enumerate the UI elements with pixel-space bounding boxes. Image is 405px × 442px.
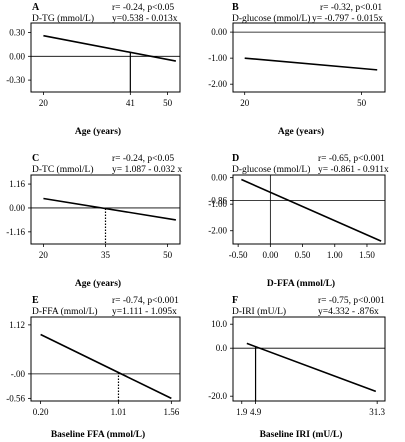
panel-a-equation: y=0.538 - 0.013x: [112, 14, 178, 24]
panel-a: A r= -0.24, p<0.05 D-TG (mmol/L) y=0.538…: [6, 2, 181, 137]
panel-d-stats: r= -0.65, p<0.001: [318, 154, 385, 164]
panel-c-y-tick-label: 1.16: [9, 179, 25, 189]
panel-a-regression-line: [43, 34, 177, 62]
panel-c: C r= -0.24, p<0.05 D-TC (mmol/L) y= 1.08…: [6, 153, 182, 289]
panel-d-x-tick-label: 0.50: [295, 250, 311, 260]
panel-b-plot-frame: [232, 22, 386, 93]
panel-d: D r= -0.65, p<0.001 D-glucose (mmol/L) y…: [208, 153, 389, 289]
panel-e-y-tick-label: -.00: [11, 369, 26, 379]
panel-a-y-tick-label: 0.30: [9, 28, 25, 38]
panel-e-plot-frame: [30, 316, 181, 402]
panel-a-x-tick-label: 20: [39, 98, 49, 108]
panel-d-xlabel: D-FFA (mmol/L): [267, 278, 335, 289]
panel-a-x-tick-label: 50: [163, 98, 173, 108]
panel-d-regression-line: [241, 178, 382, 242]
panel-e-label: E: [32, 295, 39, 306]
panel-d-y-tick-label: -2.00: [208, 226, 227, 236]
panel-c-x-tick-label: 20: [39, 250, 49, 260]
panel-a-ylabel: D-TG (mmol/L): [32, 13, 94, 24]
panel-a-y-tick-label: -0.30: [6, 75, 25, 85]
panel-d-ylabel: D-glucose (mmol/L): [232, 164, 310, 175]
panel-d-y-tick-label: -0.86: [208, 195, 227, 205]
panel-e: E r= -0.74, p<0.001 D-FFA (mmol/L) y=1.1…: [6, 295, 181, 440]
panel-c-x-tick-label: 35: [101, 250, 111, 260]
panel-f-regression-line: [246, 342, 377, 393]
panel-c-equation: y= 1.087 - 0.032 x: [112, 165, 183, 175]
panel-e-x-tick-label: 1.56: [163, 407, 179, 417]
panel-c-y-tick-label: 0.00: [9, 203, 25, 213]
panel-a-y-tick-label: 0.00: [9, 51, 25, 61]
panel-f-y-tick-label: 0.0: [216, 343, 228, 353]
panel-d-y-tick-label: -1.00: [208, 199, 227, 209]
panel-d-equation: y= -0.861 - 0.911x: [318, 165, 389, 175]
panel-c-xlabel: Age (years): [75, 278, 121, 289]
panel-b-ylabel: D-glucose (mmol/L): [232, 13, 310, 24]
panel-e-regression-line: [40, 333, 172, 400]
panel-d-plot-frame: [232, 174, 386, 245]
panel-e-equation: y=1.111 - 1.095x: [112, 307, 177, 317]
panel-f-stats: r= -0.75, p<0.001: [318, 296, 385, 306]
panel-f-xlabel: Baseline IRI (mU/L): [260, 429, 343, 440]
panel-e-y-tick-label: -0.56: [6, 393, 25, 403]
panel-b: B r= -0.32, p<0.01 D-glucose (mmol/L) y=…: [208, 2, 386, 137]
panel-f-y-tick-label: 10.0: [211, 319, 227, 329]
panel-a-x-tick-label: 41: [126, 98, 135, 108]
panel-b-regression-line: [244, 57, 378, 71]
panel-f-x-tick-label: 4.9: [250, 407, 262, 417]
panel-b-label: B: [232, 2, 239, 13]
panel-d-y-tick-label: 0.00: [211, 173, 227, 183]
panel-b-xlabel: Age (years): [278, 126, 324, 137]
panel-a-stats: r= -0.24, p<0.05: [112, 3, 174, 13]
panel-e-x-tick-label: 0.20: [33, 407, 49, 417]
panel-a-xlabel: Age (years): [75, 126, 121, 137]
panel-c-y-tick-label: -1.16: [6, 227, 25, 237]
panel-f-plot-frame: [232, 316, 386, 402]
panel-b-stats: r= -0.32, p<0.01: [320, 3, 382, 13]
panel-e-y-tick-label: 1.12: [9, 320, 25, 330]
panel-e-xlabel: Baseline FFA (mmol/L): [51, 429, 145, 440]
panel-f-label: F: [232, 295, 238, 306]
panel-a-label: A: [32, 2, 40, 13]
panel-c-label: C: [32, 153, 39, 164]
panel-f-x-tick-label: 1.9: [236, 407, 248, 417]
panel-d-x-tick-label: 0.00: [262, 250, 278, 260]
panel-d-x-tick-label: 1.50: [359, 250, 375, 260]
panel-d-x-tick-label: 1.00: [327, 250, 343, 260]
panel-e-ylabel: D-FFA (mmol/L): [32, 306, 98, 317]
panel-c-x-tick-label: 50: [163, 250, 173, 260]
panel-d-x-tick-label: -0.50: [229, 250, 248, 260]
panel-f-x-tick-label: 31.3: [369, 407, 385, 417]
panel-b-x-tick-label: 50: [357, 98, 367, 108]
panel-b-x-tick-label: 20: [240, 98, 250, 108]
panel-e-stats: r= -0.74, p<0.001: [112, 296, 179, 306]
panel-b-y-tick-label: -2.00: [208, 79, 227, 89]
panel-e-x-tick-label: 1.01: [111, 407, 127, 417]
panel-f: F r= -0.75, p<0.001 D-IRI (mU/L) y=4.332…: [208, 295, 385, 440]
panel-b-y-tick-label: 0.00: [211, 27, 227, 37]
panel-d-label: D: [232, 153, 239, 164]
panel-c-regression-line: [43, 197, 176, 221]
panel-c-stats: r= -0.24, p<0.05: [112, 154, 174, 164]
panel-a-plot-frame: [30, 22, 181, 93]
panel-f-ylabel: D-IRI (mU/L): [232, 306, 286, 317]
panel-f-equation: y=4.332 - .876x: [318, 307, 379, 317]
panel-b-equation: y= -0.797 - 0.015x: [312, 14, 383, 24]
panel-f-y-tick-label: -20.0: [208, 391, 227, 401]
panel-c-ylabel: D-TC (mmol/L): [32, 164, 93, 175]
panel-b-y-tick-label: -1.00: [208, 53, 227, 63]
